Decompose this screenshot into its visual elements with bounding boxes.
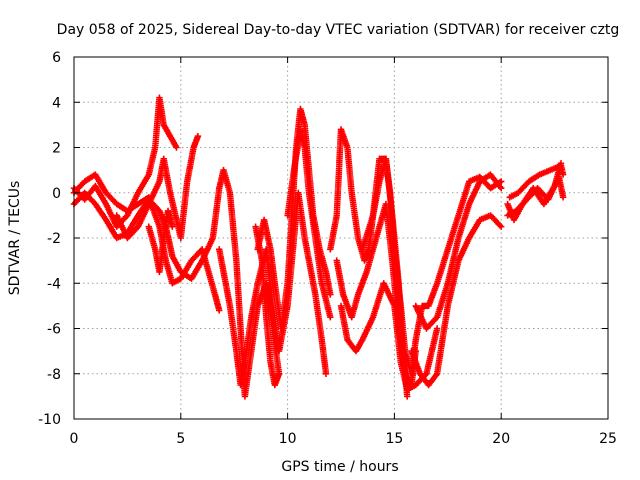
- series-5: [145, 207, 176, 276]
- series-14: [408, 212, 505, 389]
- series-14-markers: [408, 212, 505, 389]
- data-marks: [70, 94, 567, 400]
- series-18: [506, 162, 567, 201]
- series-4: [113, 133, 202, 242]
- x-tick-label-3: 15: [385, 431, 403, 447]
- x-tick-label-5: 25: [599, 431, 617, 447]
- y-tick-label-3: -4: [47, 276, 61, 292]
- series-17: [504, 173, 567, 219]
- series-15: [412, 171, 505, 332]
- x-axis-title: GPS time / hours: [281, 459, 398, 475]
- y-tick-label-2: -6: [47, 322, 61, 338]
- series-9-markers: [284, 126, 334, 321]
- y-tick-label-6: 2: [52, 141, 61, 157]
- series-4-markers: [113, 133, 202, 242]
- series-15-markers: [412, 171, 505, 332]
- y-tick-label-8: 6: [52, 50, 61, 66]
- y-tick-label-0: -10: [38, 412, 61, 428]
- series-9: [284, 126, 334, 321]
- y-axis-title: SDTVAR / TECUs: [7, 181, 23, 296]
- x-tick-label-4: 20: [492, 431, 510, 447]
- series-5-markers: [145, 207, 176, 276]
- x-tick-label-1: 5: [176, 431, 185, 447]
- series-18-markers: [506, 162, 567, 201]
- series-12-markers: [337, 280, 441, 393]
- y-tick-label-7: 4: [52, 95, 61, 111]
- y-tick-label-5: 0: [52, 186, 61, 202]
- y-tick-label-1: -8: [47, 367, 61, 383]
- x-tick-label-2: 10: [279, 431, 297, 447]
- chart-title: Day 058 of 2025, Sidereal Day-to-day VTE…: [57, 22, 620, 38]
- series-17-markers: [504, 173, 567, 219]
- series-12: [337, 280, 441, 393]
- x-tick-label-0: 0: [70, 431, 79, 447]
- y-tick-label-4: -2: [47, 231, 61, 247]
- axis-ticks: 0 5 10 15 20 25 -10 -8 -6 -4 -2 0 2 4 6: [38, 50, 617, 447]
